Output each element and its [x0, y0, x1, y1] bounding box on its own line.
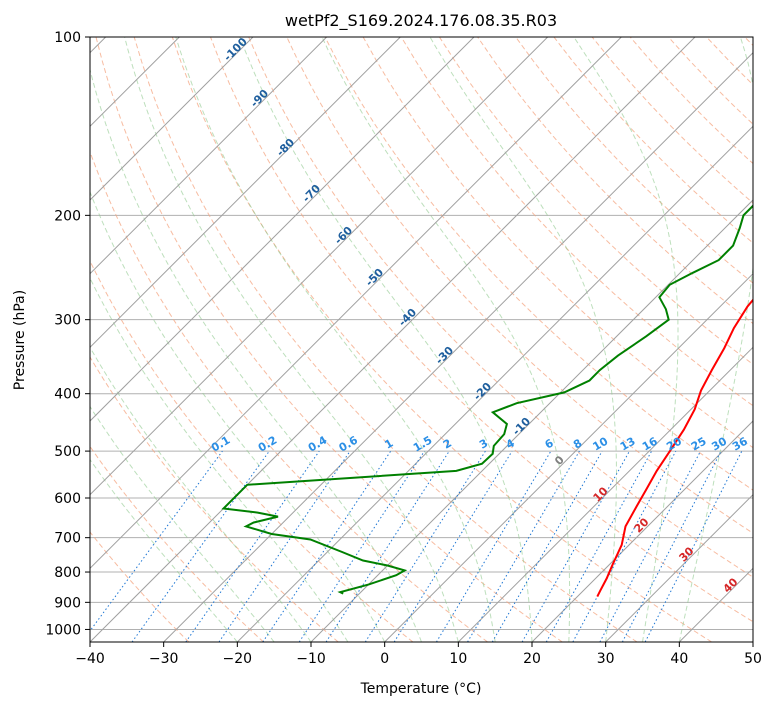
x-tick-label: 30: [597, 651, 615, 667]
isotherm-line: [163, 51, 753, 642]
dewpoint-profile-line: [221, 204, 753, 595]
mixing-ratio-line: [364, 450, 486, 642]
mixing-ratio-line: [325, 450, 450, 642]
dry-adiabat-line: [90, 531, 190, 642]
y-tick-label: 800: [54, 565, 81, 581]
isotherm-line: [384, 272, 753, 642]
isotherm-line: [531, 420, 753, 642]
x-tick-label: 10: [449, 651, 467, 667]
dry-adiabat-line: [90, 150, 488, 642]
x-tick-label: −40: [75, 651, 105, 667]
x-tick-label: 0: [380, 651, 389, 667]
isotherm-line: [310, 199, 753, 642]
moist-adiabat-line: [90, 405, 275, 642]
moist-adiabat-line: [429, 37, 617, 642]
y-tick-label: 500: [54, 444, 81, 460]
x-tick-label: 40: [670, 651, 688, 667]
moist-adiabat-line: [678, 37, 753, 642]
isotherm-line: [90, 37, 622, 570]
moist-adiabat-line: [90, 277, 349, 642]
dry-adiabat-line: [438, 37, 753, 366]
mixing-ratio-line: [572, 450, 677, 642]
dry-adiabat-line: [515, 37, 753, 284]
x-tick-label: 50: [744, 651, 762, 667]
y-tick-label: 900: [54, 595, 81, 611]
dry-adiabat-line: [95, 37, 563, 642]
plot-frame: [89, 36, 754, 643]
mixing-ratio-line: [467, 450, 580, 642]
data-series: [221, 204, 753, 598]
dry-adiabat-line: [400, 37, 753, 407]
isotherm-line: [605, 493, 753, 642]
moist-adiabat-line: [175, 37, 496, 642]
mixing-ratio-line: [521, 450, 630, 642]
y-tick-label: 300: [54, 313, 81, 329]
moist-adiabat-line: [90, 190, 386, 642]
mixing-ratio-line: [393, 450, 513, 642]
dry-adiabat-line: [133, 37, 638, 642]
dry-adiabat-line: [210, 37, 753, 623]
isotherm-line: [457, 346, 753, 642]
y-tick-label: 1000: [45, 622, 81, 638]
moist-adiabat-line: [90, 458, 238, 642]
moist-adiabat-line: [90, 67, 422, 642]
dry-adiabat-line: [90, 356, 339, 642]
y-tick-label: 700: [54, 531, 81, 547]
mixing-ratio-line: [491, 450, 603, 642]
isotherm-line: [90, 37, 549, 496]
y-tick-label: 100: [54, 30, 81, 46]
x-axis-label: Temperature (°C): [360, 681, 482, 697]
chart-title: wetPf2_S169.2024.176.08.35.R03: [285, 11, 557, 31]
isotherm-line: [90, 37, 328, 275]
y-axis: 100 200 300 400 500 600 700 800 900 1000: [45, 30, 90, 638]
dry-adiabat-line: [248, 37, 753, 578]
mixing-ratio-line: [218, 450, 351, 642]
isotherm-line: [236, 125, 753, 642]
x-axis: −40 −30 −20 −10 0 10 20 30 40 50: [75, 642, 762, 667]
x-tick-label: −30: [149, 651, 179, 667]
x-tick-label: −20: [223, 651, 253, 667]
y-tick-label: 400: [54, 387, 81, 403]
moist-adiabat-line: [239, 37, 533, 642]
isotherm-line: [90, 37, 475, 422]
mixing-ratio-line: [545, 450, 653, 642]
mixing-ratio-line: [185, 450, 320, 642]
moist-adiabat-line: [124, 37, 459, 642]
mixing-ratio-line: [435, 450, 552, 642]
y-axis-label: Pressure (hPa): [12, 290, 28, 390]
dry-adiabat-line: [324, 37, 753, 491]
isotherm-line: [90, 37, 254, 201]
dry-adiabat-line: [171, 37, 712, 642]
background-lines: [90, 37, 753, 642]
isotherm-line: [90, 37, 401, 349]
dry-adiabat-line: [90, 445, 264, 642]
x-tick-label: 20: [523, 651, 541, 667]
y-tick-label: 200: [54, 208, 81, 224]
temperature-profile-line: [596, 298, 753, 598]
isotherm-line: [90, 37, 696, 642]
y-tick-label: 600: [54, 491, 81, 507]
x-tick-label: −10: [296, 651, 326, 667]
